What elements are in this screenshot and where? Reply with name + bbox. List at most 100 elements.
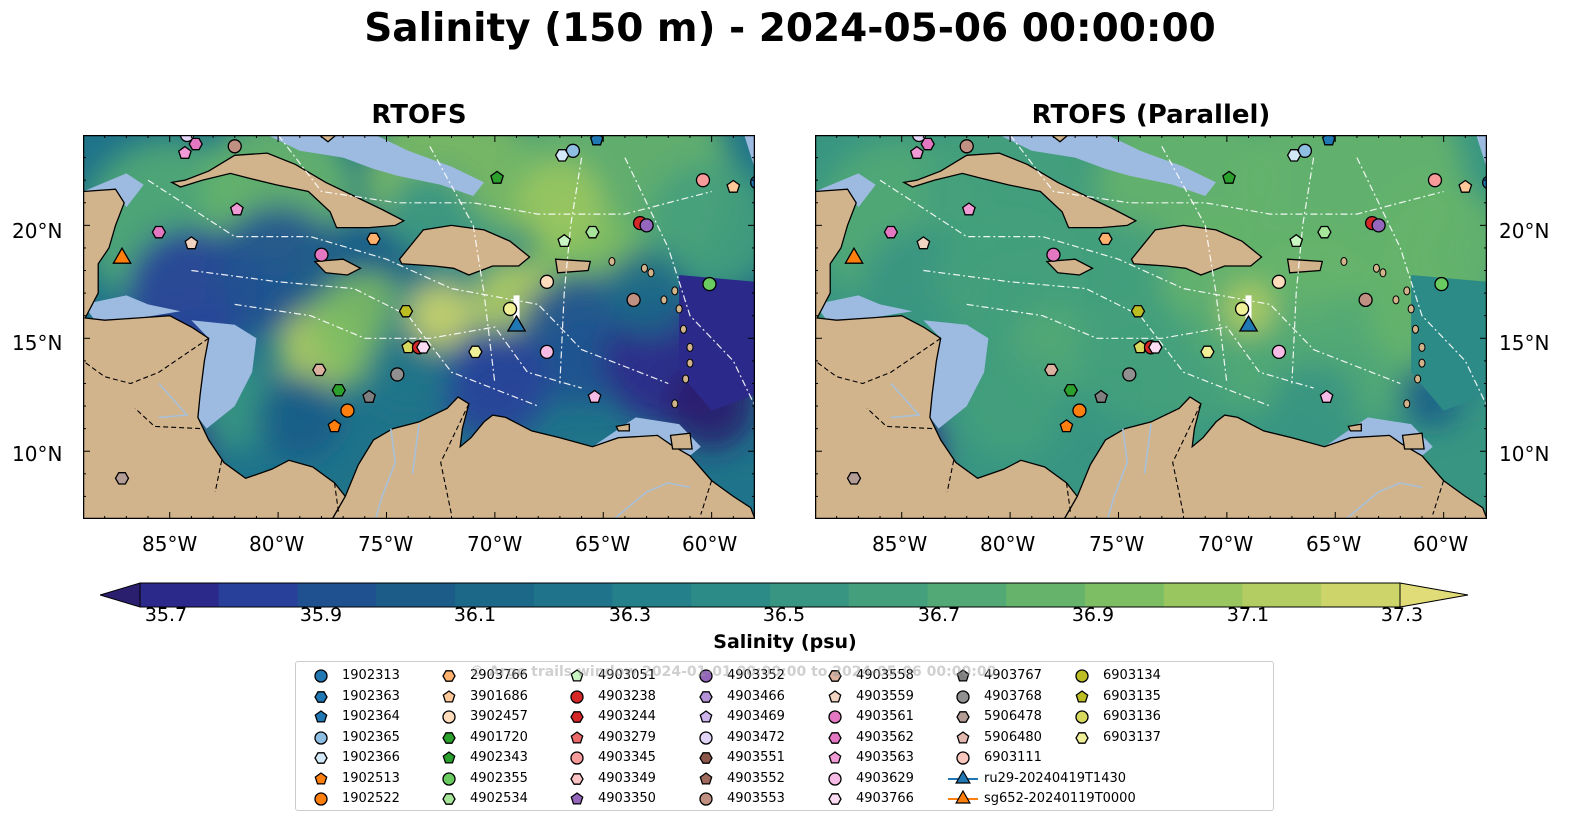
shallow-water-venezuelashelf: [592, 417, 701, 456]
legend-label: 6903137: [1103, 729, 1161, 745]
legend-marker: [828, 793, 842, 805]
legend-marker: [442, 731, 456, 744]
legend-marker: [828, 670, 842, 682]
land-puertorico: [554, 258, 592, 274]
legend-symbol: [314, 752, 328, 764]
legend-label: 4903350: [598, 791, 656, 806]
legend-label: 5906480: [984, 729, 1042, 745]
x-tick-label: 70°W: [1198, 532, 1254, 556]
legend-label: 4903279: [598, 729, 656, 745]
salinity-patch: [955, 351, 1065, 461]
island: [1403, 399, 1411, 409]
float-marker: [1094, 389, 1109, 403]
legend-marker: [570, 730, 584, 744]
legend-symbol: [442, 793, 456, 805]
colorbar-frame: [139, 582, 1401, 608]
island: [1411, 324, 1419, 334]
shallow-water-venezuelashelf: [1324, 417, 1433, 456]
float-marker: [539, 274, 555, 289]
colorbar-tick-label: 36.5: [762, 604, 806, 626]
land-samerica: [331, 396, 755, 519]
float-marker: [1148, 341, 1163, 354]
float-marker: [1072, 403, 1087, 418]
legend-symbol: [828, 793, 842, 805]
country-border: [83, 337, 210, 385]
legend-label: 1902522: [342, 791, 400, 806]
colorbar-segment: [1321, 583, 1401, 607]
legend-symbol: [828, 689, 842, 703]
legend-marker: [314, 730, 328, 745]
colorbar-segment: [533, 583, 613, 607]
legend-marker: [699, 710, 713, 723]
float-marker: [362, 389, 377, 403]
y-tick-label: 15°N: [1499, 331, 1550, 355]
float-marker: [1371, 218, 1386, 233]
y-tick-label: 20°N: [12, 219, 63, 243]
island: [608, 256, 616, 266]
island: [1379, 268, 1387, 278]
eez-boundary: [1356, 157, 1487, 407]
legend-label: 4903563: [856, 750, 914, 765]
eez-boundary: [966, 303, 1314, 389]
legend-symbol: [570, 730, 584, 744]
y-tick-label: 10°N: [12, 442, 63, 466]
land-puertorico: [1286, 258, 1324, 274]
float-marker: [1289, 233, 1304, 248]
legend-label: 4903552: [727, 770, 785, 786]
x-tick-label: 65°W: [575, 532, 631, 556]
float-marker: [327, 419, 342, 433]
island: [1418, 342, 1426, 352]
legend-symbol: [1075, 731, 1089, 744]
legend-label: 4902343: [470, 750, 528, 765]
salinity-patch: [256, 373, 344, 461]
legend-symbol: [442, 670, 456, 682]
legend-symbol: [828, 771, 842, 786]
shallow-water-nicaraguashelf: [191, 320, 257, 429]
legend-marker: [828, 710, 842, 724]
colorbar-segment: [612, 583, 692, 607]
island: [671, 399, 679, 409]
legend-marker: [570, 772, 584, 785]
float-marker: [416, 341, 431, 354]
float-marker: [1046, 247, 1061, 262]
float-marker: [227, 139, 242, 154]
legend-symbol: [1075, 669, 1089, 683]
legend-symbol: [956, 689, 970, 704]
legend-symbol: [314, 690, 328, 703]
float-marker: [340, 403, 355, 418]
land-trinidad: [669, 432, 693, 450]
colorbar-segment: [770, 583, 850, 607]
x-tick-label: 80°W: [249, 532, 305, 556]
x-tick-label: 85°W: [872, 532, 928, 556]
eez-boundary: [1009, 135, 1444, 215]
legend-symbol: [442, 771, 456, 786]
colorbar-extend-low: [100, 582, 141, 608]
salinity-patch: [516, 159, 604, 247]
float-marker: [639, 218, 654, 233]
legend-label: 4903244: [598, 709, 656, 724]
colorbar-tick-label: 36.7: [917, 604, 961, 626]
float-marker: [490, 170, 504, 184]
float-marker: [1059, 419, 1074, 433]
x-tick-label: 60°W: [682, 532, 738, 556]
land-bahamas1: [318, 135, 338, 143]
country-border: [815, 337, 942, 385]
island: [647, 268, 655, 278]
salinity-colorbar: [100, 582, 1469, 608]
colorbar-segment: [297, 583, 377, 607]
island: [640, 263, 648, 273]
legend-marker: [956, 711, 970, 723]
colorbar-segment: [927, 583, 1007, 607]
legend-marker: [442, 689, 456, 703]
float-marker: [883, 225, 899, 239]
float-marker: [390, 367, 405, 382]
river: [374, 428, 397, 519]
x-tick-label: 75°W: [1089, 532, 1145, 556]
river: [613, 482, 691, 519]
island: [1414, 374, 1422, 384]
float-marker: [554, 149, 570, 162]
legend-marker: [442, 793, 456, 805]
legend-symbol: [828, 751, 842, 764]
legend-label: 4902534: [470, 791, 528, 806]
float-marker: [151, 225, 167, 239]
